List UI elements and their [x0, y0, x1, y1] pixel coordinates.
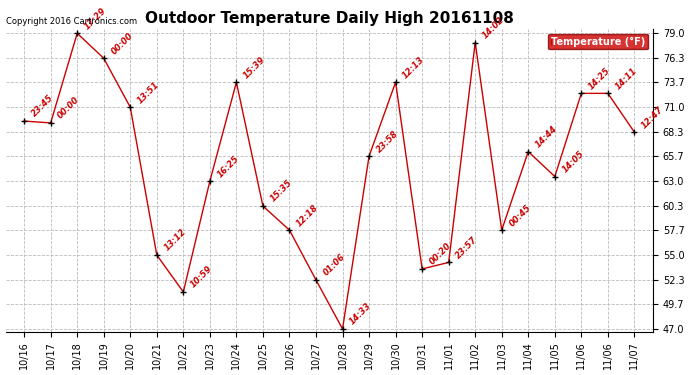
- Text: 14:33: 14:33: [348, 302, 373, 327]
- Text: 14:11: 14:11: [613, 66, 639, 91]
- Text: 15:35: 15:35: [268, 178, 294, 204]
- Text: 16:25: 16:25: [215, 154, 241, 179]
- Text: 14:05: 14:05: [560, 149, 586, 174]
- Text: 00:00: 00:00: [109, 31, 135, 56]
- Text: 00:45: 00:45: [507, 202, 533, 228]
- Text: 23:57: 23:57: [454, 235, 480, 260]
- Text: 23:58: 23:58: [375, 129, 400, 154]
- Text: 23:45: 23:45: [30, 93, 55, 119]
- Legend: Temperature (°F): Temperature (°F): [548, 33, 648, 50]
- Text: 00:00: 00:00: [56, 95, 81, 121]
- Text: 14:02: 14:02: [481, 15, 506, 40]
- Text: 17:29: 17:29: [83, 6, 108, 31]
- Text: 12:13: 12:13: [401, 55, 426, 80]
- Text: 13:51: 13:51: [136, 80, 161, 105]
- Text: 14:25: 14:25: [587, 66, 612, 91]
- Text: 00:20: 00:20: [428, 242, 453, 267]
- Text: 01:06: 01:06: [322, 252, 347, 278]
- Text: 15:39: 15:39: [242, 55, 267, 80]
- Text: 13:12: 13:12: [162, 228, 188, 253]
- Text: 14:44: 14:44: [534, 124, 559, 149]
- Text: 10:59: 10:59: [189, 264, 215, 290]
- Text: Copyright 2016 Cartronics.com: Copyright 2016 Cartronics.com: [6, 16, 137, 26]
- Text: 12:18: 12:18: [295, 202, 320, 228]
- Text: 12:47: 12:47: [640, 105, 665, 130]
- Title: Outdoor Temperature Daily High 20161108: Outdoor Temperature Daily High 20161108: [145, 11, 513, 26]
